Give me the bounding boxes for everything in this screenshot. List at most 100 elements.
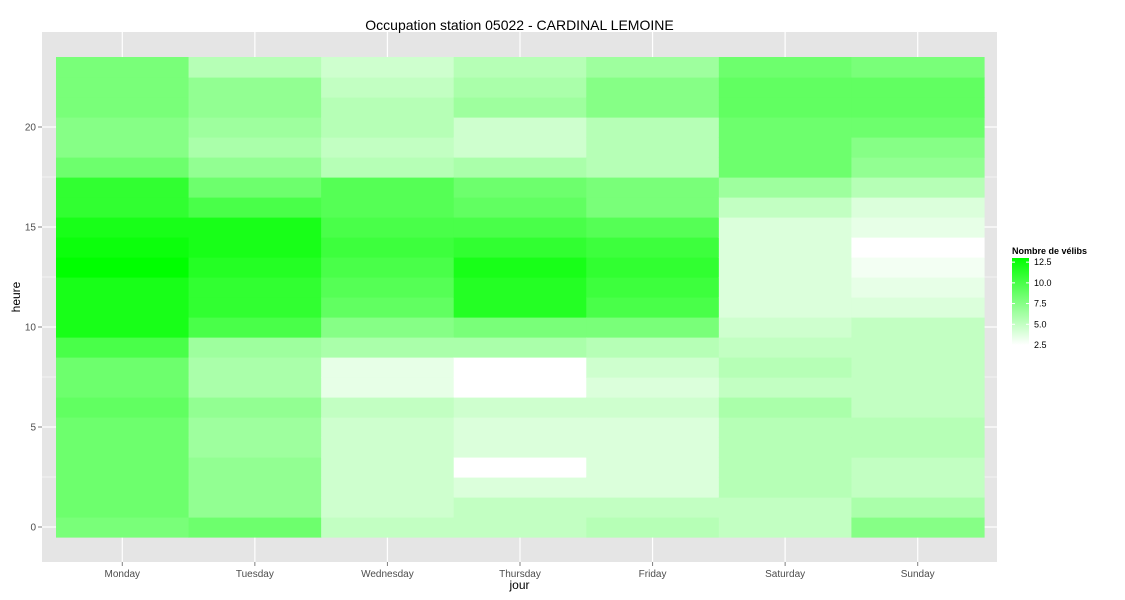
- x-tick-label: Monday: [104, 569, 140, 580]
- heatmap-tile: [56, 157, 190, 178]
- heatmap-tile: [586, 457, 720, 478]
- heatmap-tile: [586, 297, 720, 318]
- heatmap-tile: [321, 317, 455, 338]
- heatmap-tile: [453, 437, 587, 458]
- heatmap-tile: [453, 117, 587, 138]
- heatmap-tile: [188, 477, 322, 498]
- heatmap-tile: [718, 517, 853, 538]
- heatmap-tile: [851, 417, 985, 438]
- heatmap-tile: [851, 217, 985, 238]
- heatmap-tile: [188, 437, 322, 458]
- heatmap-tile: [586, 397, 720, 418]
- heatmap-tile: [453, 417, 587, 438]
- heatmap-tile: [321, 217, 455, 238]
- heatmap-tile: [851, 377, 985, 398]
- heatmap-tile: [586, 137, 720, 158]
- legend-label: 10.0: [1034, 278, 1052, 288]
- heatmap-tile: [188, 497, 322, 518]
- heatmap-tile: [188, 237, 322, 258]
- heatmap-tile: [718, 317, 853, 338]
- y-axis-ticks: 0 5 10 15 20: [25, 123, 42, 534]
- heatmap-tile: [56, 417, 190, 438]
- heatmap-tile: [718, 457, 853, 478]
- color-legend: Nombre de vélibs 12.5 10.0 7.5 5.0 2.5: [1012, 246, 1087, 350]
- heatmap-tile: [718, 137, 853, 158]
- heatmap-tile: [321, 237, 455, 258]
- heatmap-tile: [321, 437, 455, 458]
- heatmap-tile: [188, 317, 322, 338]
- heatmap-tile: [586, 57, 720, 78]
- x-tick-label: Wednesday: [361, 569, 414, 580]
- heatmap-tile: [321, 157, 455, 178]
- heatmap-tile: [188, 257, 322, 278]
- heatmap-tile: [718, 97, 853, 118]
- heatmap-tile: [321, 57, 455, 78]
- heatmap-tile: [453, 217, 587, 238]
- heatmap-tile: [718, 237, 853, 258]
- heatmap-tile: [188, 297, 322, 318]
- heatmap-tile: [188, 217, 322, 238]
- heatmap-tile: [453, 277, 587, 298]
- heatmap-tile: [453, 137, 587, 158]
- heatmap-tile: [586, 117, 720, 138]
- heatmap-tile: [56, 457, 190, 478]
- heatmap-tile: [718, 177, 853, 198]
- heatmap-tile: [718, 57, 853, 78]
- heatmap-tile: [56, 77, 190, 98]
- heatmap-tile: [453, 97, 587, 118]
- heatmap-tile: [851, 297, 985, 318]
- y-tick-label: 10: [25, 323, 37, 334]
- heatmap-tile: [188, 417, 322, 438]
- legend-label: 12.5: [1034, 257, 1052, 267]
- heatmap-tile: [56, 477, 190, 498]
- heatmap-tile: [56, 97, 190, 118]
- y-tick-label: 5: [30, 423, 36, 434]
- heatmap-tile: [453, 357, 587, 378]
- heatmap-tile: [586, 237, 720, 258]
- heatmap-tile: [453, 77, 587, 98]
- legend-label: 5.0: [1034, 319, 1047, 329]
- heatmap-tile: [321, 197, 455, 218]
- y-tick-label: 20: [25, 123, 37, 134]
- heatmap-tile: [718, 417, 853, 438]
- heatmap-tile: [321, 497, 455, 518]
- heatmap-tile: [586, 77, 720, 98]
- y-tick-label: 0: [30, 523, 36, 534]
- heatmap-tile: [851, 137, 985, 158]
- heatmap-tile: [851, 77, 985, 98]
- heatmap-tile: [851, 477, 985, 498]
- y-tick-label: 15: [25, 223, 37, 234]
- heatmap-tile: [851, 237, 985, 258]
- heatmap-tile: [586, 177, 720, 198]
- heatmap-tile: [586, 417, 720, 438]
- heatmap-tile: [188, 397, 322, 418]
- heatmap-tile: [851, 57, 985, 78]
- x-tick-label: Sunday: [901, 569, 935, 580]
- heatmap-tile: [56, 117, 190, 138]
- heatmap-tile: [586, 317, 720, 338]
- heatmap-tile: [321, 457, 455, 478]
- heatmap-tile: [56, 517, 190, 538]
- heatmap-tile: [453, 397, 587, 418]
- heatmap-tile: [718, 397, 853, 418]
- heatmap-tile: [453, 177, 587, 198]
- heatmap-tile: [56, 437, 190, 458]
- heatmap-tile: [188, 197, 322, 218]
- heatmap-tile: [56, 497, 190, 518]
- heatmap-tile: [718, 117, 853, 138]
- heatmap-tile: [851, 497, 985, 518]
- heatmap-tile: [453, 497, 587, 518]
- heatmap-tile: [321, 97, 455, 118]
- heatmap-tile: [188, 517, 322, 538]
- heatmap-tile: [718, 197, 853, 218]
- legend-label: 2.5: [1034, 340, 1047, 350]
- heatmap-tile: [718, 377, 853, 398]
- heatmap-tile: [321, 337, 455, 358]
- heatmap-tile: [586, 157, 720, 178]
- heatmap-tile: [586, 477, 720, 498]
- heatmap-tile: [321, 297, 455, 318]
- chart-title: Occupation station 05022 - CARDINAL LEMO…: [365, 17, 673, 33]
- heatmap-tile: [56, 297, 190, 318]
- x-tick-label: Saturday: [765, 569, 805, 580]
- heatmap-tile: [453, 457, 587, 478]
